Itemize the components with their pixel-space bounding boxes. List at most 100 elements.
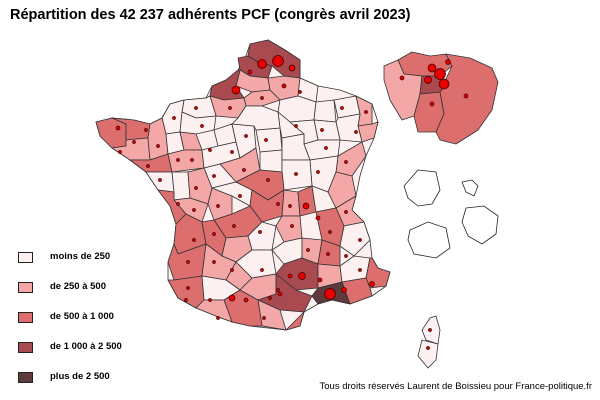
membership-circle (316, 170, 320, 174)
membership-circle (428, 328, 432, 332)
membership-circle (287, 273, 293, 279)
membership-circle (290, 224, 294, 228)
dept-vendee (145, 171, 175, 193)
membership-circle (208, 298, 212, 302)
membership-circle (438, 78, 450, 90)
guyane (461, 205, 499, 245)
membership-circle (192, 238, 196, 242)
membership-circle (186, 286, 190, 290)
membership-circle (344, 254, 348, 258)
dept-pyrenees-atlantiques (167, 275, 205, 309)
dept-pyrenees-orientales (261, 311, 305, 331)
dept-corse-du-sud (417, 339, 439, 369)
legend-swatch (18, 342, 33, 353)
membership-circle (288, 64, 296, 72)
membership-circle (328, 230, 332, 234)
membership-circle (190, 158, 194, 162)
membership-circle (369, 281, 375, 287)
membership-circle (340, 106, 344, 110)
legend-swatch (18, 252, 33, 263)
membership-circle (272, 55, 284, 67)
legend-label: de 250 à 500 (50, 281, 106, 292)
membership-circle (324, 288, 336, 300)
dept-hautes-alpes (339, 221, 371, 257)
membership-circle (276, 202, 280, 206)
membership-circle (184, 298, 188, 302)
membership-circle (243, 297, 249, 303)
martinique (461, 179, 479, 197)
dept-haute-vienne (207, 187, 233, 221)
membership-circle (176, 158, 180, 162)
membership-circle (268, 296, 272, 300)
membership-circle (228, 106, 232, 110)
membership-circle (426, 346, 430, 350)
membership-circle (194, 186, 198, 190)
dept-nievre (259, 149, 283, 173)
metropolitan-france (95, 39, 391, 331)
membership-circle (194, 106, 198, 110)
membership-circle (434, 68, 446, 80)
membership-circle (294, 124, 298, 128)
membership-circle (216, 204, 220, 208)
membership-circle (115, 125, 121, 131)
membership-circle (427, 63, 437, 73)
guadeloupe (403, 169, 441, 207)
membership-circle (216, 316, 220, 320)
membership-circle (288, 204, 292, 208)
map-title: Répartition des 42 237 adhérents PCF (co… (10, 7, 411, 23)
membership-circle (208, 148, 212, 152)
membership-circle (424, 76, 432, 84)
dept-deux-sevres (171, 171, 191, 201)
membership-circle (315, 215, 321, 221)
membership-circle (260, 96, 264, 100)
dept-yonne (255, 127, 283, 153)
legend-label: plus de 2 500 (50, 371, 110, 382)
membership-circle (230, 268, 234, 272)
membership-circle (298, 90, 302, 94)
corsica (417, 315, 441, 369)
membership-circle (118, 150, 122, 154)
dept-haute-loire (275, 215, 303, 243)
membership-circle (228, 294, 236, 302)
membership-circle (212, 232, 216, 236)
membership-circle (244, 134, 248, 138)
legend-label: moins de 250 (50, 251, 111, 262)
membership-circle (276, 288, 280, 292)
membership-circle (445, 59, 451, 65)
membership-circle (358, 268, 362, 272)
membership-circle (156, 144, 160, 148)
dept-charente (173, 197, 209, 223)
membership-circle (344, 210, 348, 214)
membership-circle (158, 178, 162, 182)
legend-swatch (18, 312, 33, 323)
legend-swatch (18, 282, 33, 293)
membership-circle (186, 260, 190, 264)
membership-circle (230, 150, 234, 154)
copyright-credit: Tous droits réservés Laurent de Boissieu… (319, 381, 592, 392)
membership-circle (132, 140, 136, 144)
ile-de-france-inset (383, 51, 499, 145)
membership-circle (260, 268, 264, 272)
membership-circle (326, 252, 330, 256)
membership-circle (176, 202, 180, 206)
membership-circle (257, 59, 267, 69)
membership-circle (247, 69, 253, 75)
dept-herault (257, 273, 313, 313)
dept-loire (281, 189, 301, 217)
membership-circle (144, 128, 148, 132)
membership-circle (320, 128, 324, 132)
dept-meuse (313, 99, 337, 123)
membership-circle (238, 194, 242, 198)
membership-circle (306, 248, 310, 252)
membership-circle (277, 291, 283, 297)
legend-swatch (18, 372, 33, 383)
membership-circle (399, 75, 405, 81)
membership-circle (262, 316, 266, 320)
membership-circle (358, 238, 362, 242)
membership-circle (231, 85, 241, 95)
membership-circle (302, 202, 310, 210)
membership-circle (172, 116, 176, 120)
membership-circle (341, 287, 347, 293)
membership-circle (354, 130, 358, 134)
